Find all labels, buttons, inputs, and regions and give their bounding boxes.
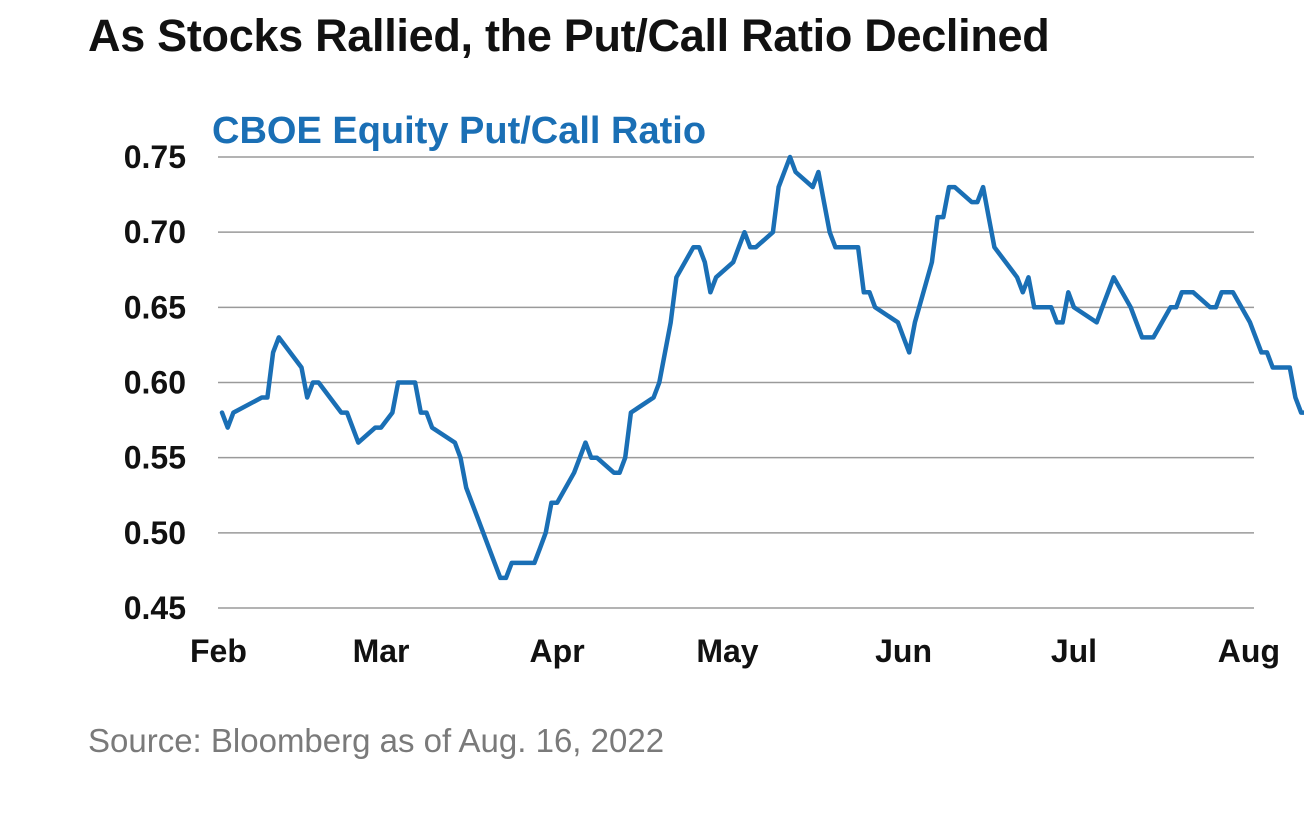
series-line-put-call-ratio	[219, 154, 1304, 581]
series-label: CBOE Equity Put/Call Ratio	[212, 110, 706, 152]
y-tick-label: 0.45	[124, 590, 186, 626]
x-tick-label: Jun	[875, 633, 932, 669]
y-tick-label: 0.65	[124, 289, 186, 325]
y-tick-label: 0.60	[124, 365, 186, 401]
y-tick-label: 0.55	[124, 440, 186, 476]
page-title: As Stocks Rallied, the Put/Call Ratio De…	[88, 10, 1050, 61]
x-tick-label: Apr	[530, 633, 585, 669]
source-note: Source: Bloomberg as of Aug. 16, 2022	[88, 722, 665, 759]
x-tick-label: Jul	[1051, 633, 1097, 669]
x-axis: Feb Mar Apr May Jun Jul Aug	[190, 633, 1280, 669]
y-tick-label: 0.70	[124, 214, 186, 250]
gridlines	[218, 156, 1254, 609]
x-tick-label: Feb	[190, 633, 247, 669]
y-tick-label: 0.50	[124, 515, 186, 551]
y-tick-label: 0.75	[124, 139, 186, 175]
x-tick-label: May	[696, 633, 758, 669]
x-tick-label: Mar	[353, 633, 410, 669]
y-axis: 0.75 0.70 0.65 0.60 0.55 0.50 0.45	[124, 139, 186, 626]
x-tick-label: Aug	[1218, 633, 1280, 669]
